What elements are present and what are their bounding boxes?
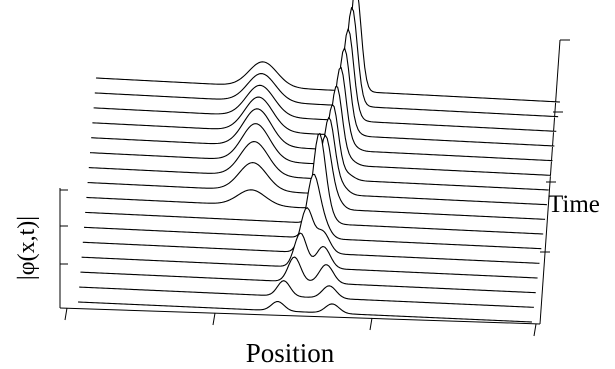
series-5-line bbox=[83, 173, 542, 250]
x-axis-label: Position bbox=[246, 338, 335, 368]
series-14-line bbox=[94, 7, 559, 118]
series-3-line bbox=[81, 232, 538, 279]
x-axis-tick-3 bbox=[533, 323, 537, 337]
x-axis-tick-0 bbox=[64, 307, 68, 321]
series-12-fill bbox=[92, 48, 555, 148]
series-12-line bbox=[92, 47, 555, 147]
series-2-line bbox=[80, 256, 536, 294]
series-15-fill bbox=[96, 0, 560, 103]
series-4-line bbox=[82, 207, 540, 264]
x-axis-line bbox=[59, 307, 541, 325]
series-1-line bbox=[79, 280, 534, 308]
plot-frame bbox=[59, 39, 570, 337]
y-axis-label: |φ(x,t)| bbox=[14, 216, 40, 280]
series-15-line bbox=[95, 0, 561, 103]
z-axis-label: Time bbox=[548, 191, 600, 218]
series-13-fill bbox=[93, 29, 557, 133]
waterfall-curves bbox=[77, 0, 561, 323]
x-axis-tick-1 bbox=[212, 312, 216, 326]
series-0-line bbox=[77, 301, 533, 323]
x-axis-tick-2 bbox=[369, 317, 373, 331]
series-13-line bbox=[93, 28, 557, 132]
series-14-fill bbox=[94, 7, 559, 118]
